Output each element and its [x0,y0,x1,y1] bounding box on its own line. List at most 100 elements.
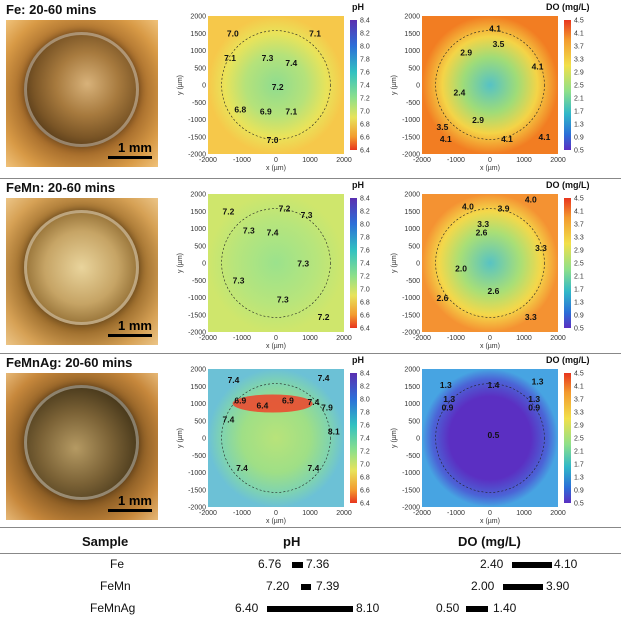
x-tick-label: 1000 [302,335,318,342]
colorbar-tick-label: 7.6 [360,70,370,77]
colorbar-tick-label: 6.4 [360,501,370,508]
scale-bar-label: 1 mm [118,318,152,333]
colorbar-tick-label: 8.4 [360,18,370,25]
x-tick-label: 2000 [550,335,566,342]
x-tick-label: 0 [274,157,278,164]
do-value-label: 2.6 [487,286,499,296]
row-separator [0,353,621,354]
colorbar-tick-label: 4.5 [574,371,584,378]
row-title: FeMnAg: 20-60 mins [6,355,133,370]
y-tick-label: 1000 [190,226,206,233]
table-do-range-bar [466,606,488,612]
y-tick-label: -500 [192,278,206,285]
do-value-label: 0.9 [442,402,454,412]
colorbar-tick-label: 1.3 [574,122,584,129]
ph-value-label: 8.1 [328,427,340,437]
y-tick-label: -500 [406,100,420,107]
sample-outline [435,383,545,493]
x-tick-label: 2000 [336,157,352,164]
colorbar-title: DO (mg/L) [546,355,590,365]
ph-value-label: 6.9 [234,396,246,406]
colorbar-tick-label: 4.1 [574,209,584,216]
y-tick-label: -1000 [402,470,420,477]
colorbar-tick-label: 1.7 [574,109,584,116]
y-tick-label: -2000 [188,152,206,159]
table-header-do: DO (mg/L) [458,534,521,549]
x-tick-label: 1000 [516,335,532,342]
y-tick-label: -2000 [188,330,206,337]
table-cell-ph-min: 6.76 [258,557,282,571]
ph-value-label: 7.0 [267,135,279,145]
colorbar [564,20,571,150]
scale-bar [108,156,152,159]
colorbar-tick-label: 2.9 [574,423,584,430]
ph-value-label: 6.4 [256,401,268,411]
x-tick-label: 0 [274,335,278,342]
x-tick-label: 0 [488,157,492,164]
colorbar-tick-label: 0.9 [574,135,584,142]
colorbar-tick-label: 6.6 [360,488,370,495]
y-tick-label: 2000 [190,192,206,199]
ph-value-label: 7.3 [277,295,289,305]
table-cell-ph-max: 7.36 [306,557,330,571]
colorbar-tick-label: 7.2 [360,96,370,103]
ph-value-label: 7.4 [307,397,319,407]
sample-disc [24,210,139,325]
do-value-label: 2.6 [436,293,448,303]
colorbar-tick-label: 0.5 [574,148,584,155]
colorbar-tick-label: 2.1 [574,449,584,456]
colorbar-tick-label: 3.7 [574,397,584,404]
ph-value-label: 7.2 [222,207,234,217]
colorbar-tick-label: 8.0 [360,222,370,229]
x-tick-label: 1000 [302,157,318,164]
colorbar-tick-label: 3.7 [574,222,584,229]
x-axis-label: x (µm) [266,165,286,172]
colorbar-tick-label: 7.4 [360,261,370,268]
table-cell-do-max: 3.90 [546,579,570,593]
ph-value-label: 7.1 [224,53,236,63]
do-value-label: 3.9 [498,203,510,213]
sample-outline [435,30,545,140]
sample-outline [221,383,331,493]
colorbar-tick-label: 7.8 [360,410,370,417]
summary-table: Sample pH DO (mg/L) Fe 6.76 7.36 2.40 4.… [0,530,621,617]
ph-value-label: 7.1 [285,106,297,116]
colorbar-tick-label: 7.0 [360,287,370,294]
colorbar-tick-label: 3.3 [574,410,584,417]
colorbar-tick-label: 6.4 [360,148,370,155]
colorbar-tick-label: 0.5 [574,501,584,508]
colorbar-tick-label: 6.6 [360,313,370,320]
do-value-label: 3.3 [525,312,537,322]
x-tick-label: -1000 [233,510,251,517]
y-tick-label: 1500 [404,209,420,216]
colorbar-tick-label: 8.0 [360,44,370,51]
colorbar-tick-label: 8.4 [360,196,370,203]
x-tick-label: 1000 [516,157,532,164]
ph-value-label: 7.3 [233,276,245,286]
colorbar-tick-label: 0.9 [574,313,584,320]
ph-value-label: 7.2 [318,312,330,322]
heatmap-field [422,369,558,507]
sample-photo: 1 mm [6,373,158,520]
sample-outline [221,30,331,140]
x-tick-label: -2000 [413,335,431,342]
y-tick-label: -1500 [402,134,420,141]
y-tick-label: 2000 [404,367,420,374]
y-tick-label: 0 [416,436,420,443]
y-tick-label: 500 [194,418,206,425]
colorbar-tick-label: 0.5 [574,326,584,333]
low-ph-region [232,394,313,413]
y-tick-label: 0 [416,83,420,90]
x-tick-label: 2000 [550,510,566,517]
ph-value-label: 7.2 [272,82,284,92]
y-tick-label: 0 [202,436,206,443]
colorbar-tick-label: 6.4 [360,326,370,333]
do-value-label: 1.3 [440,380,452,390]
x-axis-label: x (µm) [480,518,500,525]
colorbar-tick-label: 7.8 [360,57,370,64]
y-tick-label: 0 [202,261,206,268]
table-cell-ph-min: 7.20 [266,579,290,593]
y-tick-label: -500 [192,453,206,460]
do-value-label: 1.3 [443,394,455,404]
ph-value-label: 7.0 [227,29,239,39]
